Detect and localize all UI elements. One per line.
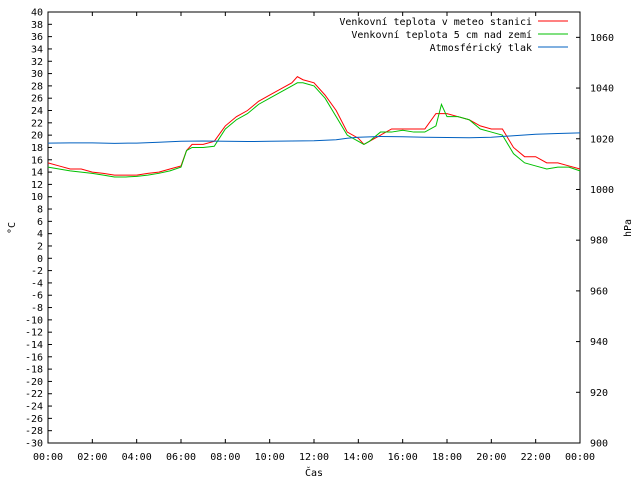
- series-line-1: [47, 82, 581, 178]
- y-tick-label: 18: [31, 143, 43, 154]
- y-tick-label: 4: [37, 229, 43, 240]
- y-tick-label: -24: [25, 402, 43, 413]
- legend-label-0: Venkovní teplota v meteo stanici: [339, 16, 532, 28]
- x-tick-label: 00:00: [33, 452, 63, 463]
- legend-label-1: Venkovní teplota 5 cm nad zemí: [351, 29, 532, 41]
- y-tick-label: -26: [25, 414, 43, 425]
- y2-axis-title: hPa: [623, 219, 634, 237]
- y2-tick-label: 1020: [590, 134, 614, 145]
- y2-tick-label: 1000: [590, 185, 614, 196]
- legend-label-2: Atmosférický tlak: [430, 42, 532, 54]
- x-tick-label: 14:00: [343, 452, 373, 463]
- y-tick-label: 14: [31, 168, 43, 179]
- y-tick-label: 10: [31, 192, 43, 203]
- y-tick-label: -22: [25, 389, 43, 400]
- y-tick-label: 30: [31, 69, 43, 80]
- y-tick-label: 12: [31, 180, 43, 191]
- y-tick-label: -6: [31, 291, 43, 302]
- y-tick-label: 32: [31, 57, 43, 68]
- y-tick-label: -28: [25, 426, 43, 437]
- x-tick-label: 06:00: [166, 452, 196, 463]
- x-tick-label: 02:00: [77, 452, 107, 463]
- y-tick-label: 34: [31, 44, 43, 55]
- y-tick-label: 36: [31, 32, 43, 43]
- y-axis-title: °C: [7, 222, 18, 234]
- x-tick-label: 08:00: [210, 452, 240, 463]
- y-tick-label: 26: [31, 94, 43, 105]
- x-tick-label: 22:00: [521, 452, 551, 463]
- y-tick-label: -20: [25, 377, 43, 388]
- y2-tick-label: 940: [590, 337, 608, 348]
- x-tick-label: 04:00: [122, 452, 152, 463]
- x-tick-label: 20:00: [476, 452, 506, 463]
- y-tick-label: -14: [25, 340, 43, 351]
- y-tick-label: -4: [31, 278, 43, 289]
- x-axis-title: Čas: [305, 466, 323, 479]
- y-tick-label: -8: [31, 303, 43, 314]
- series-line-0: [47, 76, 581, 176]
- series-lines: [47, 76, 581, 178]
- y-tick-label: 22: [31, 118, 43, 129]
- y2-tick-label: 1040: [590, 84, 614, 95]
- y-tick-label: 6: [37, 217, 43, 228]
- y2-tick-label: 980: [590, 236, 608, 247]
- y-tick-label: -12: [25, 328, 43, 339]
- y2-tick-label: 920: [590, 388, 608, 399]
- legend: Venkovní teplota v meteo stanici Venkovn…: [339, 16, 568, 54]
- plot-frame: [47, 11, 581, 444]
- y-tick-label: -16: [25, 352, 43, 363]
- y-tick-label: 40: [31, 8, 43, 19]
- y-tick-label: 2: [37, 241, 43, 252]
- y-tick-label: -10: [25, 315, 43, 326]
- tick-labels: 00:00 02:00 04:00 06:00 08:00 10:00 12:00 14:00…: [25, 8, 614, 464]
- y2-tick-label: 1060: [590, 33, 614, 44]
- x-tick-label: 00:00: [565, 452, 595, 463]
- y-tick-label: -2: [31, 266, 43, 277]
- y-tick-label: -30: [25, 439, 43, 450]
- y-tick-label: 16: [31, 155, 43, 166]
- y2-tick-label: 900: [590, 439, 608, 450]
- tick-marks: [47, 11, 581, 444]
- x-tick-label: 10:00: [255, 452, 285, 463]
- x-tick-label: 12:00: [299, 452, 329, 463]
- x-tick-label: 16:00: [388, 452, 418, 463]
- series-line-2: [47, 132, 581, 144]
- y-tick-label: 0: [37, 254, 43, 265]
- y-tick-label: 8: [37, 205, 43, 216]
- y2-tick-label: 960: [590, 286, 608, 297]
- y-tick-label: 28: [31, 81, 43, 92]
- y-tick-label: 38: [31, 20, 43, 31]
- x-tick-label: 18:00: [432, 452, 462, 463]
- y-tick-label: 20: [31, 131, 43, 142]
- y-tick-label: 24: [31, 106, 43, 117]
- y-tick-label: -18: [25, 365, 43, 376]
